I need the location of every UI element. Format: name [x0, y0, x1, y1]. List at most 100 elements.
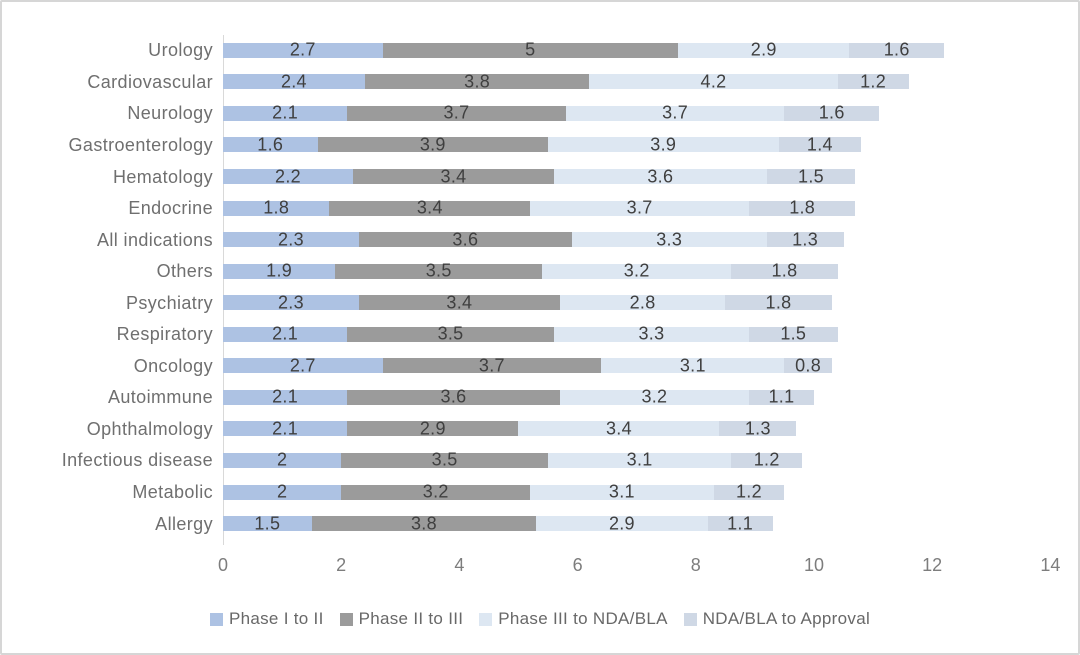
value-label: 1.8: [765, 292, 792, 313]
bar-segment: 3.4: [329, 198, 531, 218]
bar-segment: 3.3: [571, 229, 767, 250]
bar-segment: 2.1: [223, 102, 348, 123]
bar-row: 2.3 3.4 2.8 1.8: [223, 292, 832, 313]
bar-segment: 1.5: [766, 166, 856, 186]
category-label: Allergy: [155, 513, 213, 534]
value-label: 1.3: [792, 229, 819, 250]
value-label: 3.8: [410, 513, 437, 534]
bar-segment: 2.3: [223, 292, 359, 312]
value-label: 3.7: [478, 355, 505, 376]
bar-segment: 2.2: [223, 166, 354, 186]
x-tick-label: 6: [572, 555, 583, 575]
value-label: 2.2: [275, 166, 301, 186]
value-label: 3.3: [656, 229, 683, 250]
bar-segment: 1.8: [725, 292, 832, 313]
bar-segment: 5: [382, 40, 679, 60]
legend-item: Phase II to III: [339, 609, 464, 629]
value-label: 2.1: [272, 102, 299, 123]
value-label: 1.8: [771, 260, 798, 281]
value-label: 1.5: [780, 323, 807, 344]
value-label: 1.8: [789, 197, 816, 218]
y-axis-line: [223, 35, 224, 545]
category-label: Psychiatry: [125, 292, 213, 313]
value-label: 3.1: [626, 449, 653, 470]
bar-segment: 2.7: [223, 355, 383, 376]
value-label: 3.6: [440, 386, 467, 407]
value-label: 1.5: [254, 513, 281, 534]
value-label: 2.7: [289, 39, 316, 60]
bar-segment: 2.9: [347, 418, 519, 439]
bar-segment: 2.4: [223, 71, 365, 92]
x-tick-label: 4: [454, 555, 465, 575]
value-label: 3.5: [425, 260, 452, 281]
legend-item: NDA/BLA to Approval: [683, 609, 870, 629]
value-label: 1.1: [768, 386, 795, 407]
bar-segment: 0.8: [784, 355, 832, 375]
category-label: Autoimmune: [107, 387, 213, 408]
bar-row: 1.8 3.4 3.7 1.8: [223, 197, 856, 218]
bar-segment: 1.1: [707, 513, 773, 534]
value-label: 3.6: [452, 229, 479, 250]
bar-segment: 4.2: [589, 71, 838, 91]
bar-segment: 1.5: [748, 323, 838, 344]
bar-segment: 3.2: [341, 482, 531, 502]
category-label: Cardiovascular: [87, 71, 213, 92]
value-label: 2.4: [280, 71, 307, 92]
value-label: 2: [276, 481, 288, 502]
value-label: 2.9: [419, 418, 446, 439]
bar-segment: 1.8: [748, 197, 856, 218]
legend-label: Phase I to II: [228, 609, 324, 628]
legend-swatch: [209, 612, 223, 626]
value-label: 1.4: [806, 134, 833, 155]
bar-segment: 2.9: [536, 513, 708, 534]
value-label: 2.7: [289, 355, 316, 376]
bar-segment: 2.1: [223, 387, 348, 407]
value-label: 3.1: [679, 355, 706, 376]
bar-row: 2.7 3.7 3.1 0.8: [223, 355, 832, 376]
bar-row: 2.7 5 2.9 1.6: [223, 39, 944, 60]
legend-label: Phase II to III: [358, 609, 464, 628]
bar-segment: 2.8: [559, 292, 726, 312]
category-label: Respiratory: [116, 324, 213, 345]
legend-item: Phase I to II: [209, 609, 324, 629]
value-label: 1.2: [735, 481, 762, 502]
value-label: 2.9: [608, 513, 635, 534]
category-label: Urology: [148, 40, 213, 61]
bar-segment: 2.1: [223, 324, 348, 344]
bar-segment: 1.3: [719, 418, 797, 438]
bar-segment: 1.2: [731, 450, 803, 470]
bar-segment: 1.1: [748, 386, 814, 407]
bar-segment: 3.5: [341, 450, 549, 470]
bar-row: 2 3.2 3.1 1.2: [223, 481, 785, 502]
value-label: 2: [276, 449, 288, 470]
value-label: 3.4: [440, 166, 467, 186]
bar-segment: 1.8: [731, 260, 838, 281]
value-label: 3.9: [419, 134, 446, 155]
bar-segment: 3.8: [311, 513, 537, 534]
value-label: 3.2: [623, 260, 650, 281]
value-label: 3.4: [446, 292, 473, 313]
bar-segment: 1.6: [849, 40, 944, 60]
x-tick-label: 2: [336, 555, 347, 575]
bar-segment: 3.6: [553, 166, 767, 186]
category-label: All indications: [96, 229, 213, 250]
bar-row: 2.2 3.4 3.6 1.5: [223, 166, 856, 186]
legend-label: Phase III to NDA/BLA: [498, 609, 668, 628]
legend-swatch: [683, 612, 697, 626]
bar-segment: 1.6: [784, 103, 879, 123]
bar-row: 1.5 3.8 2.9 1.1: [223, 513, 773, 534]
category-label: Endocrine: [128, 198, 213, 219]
bar-segment: 3.2: [542, 260, 732, 281]
legend-item: Phase III to NDA/BLA: [479, 609, 667, 629]
bar-segment: 3.1: [548, 449, 732, 470]
bar-segment: 3.6: [358, 229, 572, 250]
bar-segment: 3.6: [347, 386, 560, 407]
value-label: 1.1: [727, 513, 754, 534]
value-label: 3.7: [443, 102, 470, 123]
category-label: Others: [156, 261, 213, 282]
value-label: 3.6: [647, 166, 674, 186]
x-tick-label: 10: [803, 555, 825, 575]
bar-row: 2.4 3.8 4.2 1.2: [223, 71, 909, 92]
bar-segment: 3.4: [353, 166, 554, 186]
